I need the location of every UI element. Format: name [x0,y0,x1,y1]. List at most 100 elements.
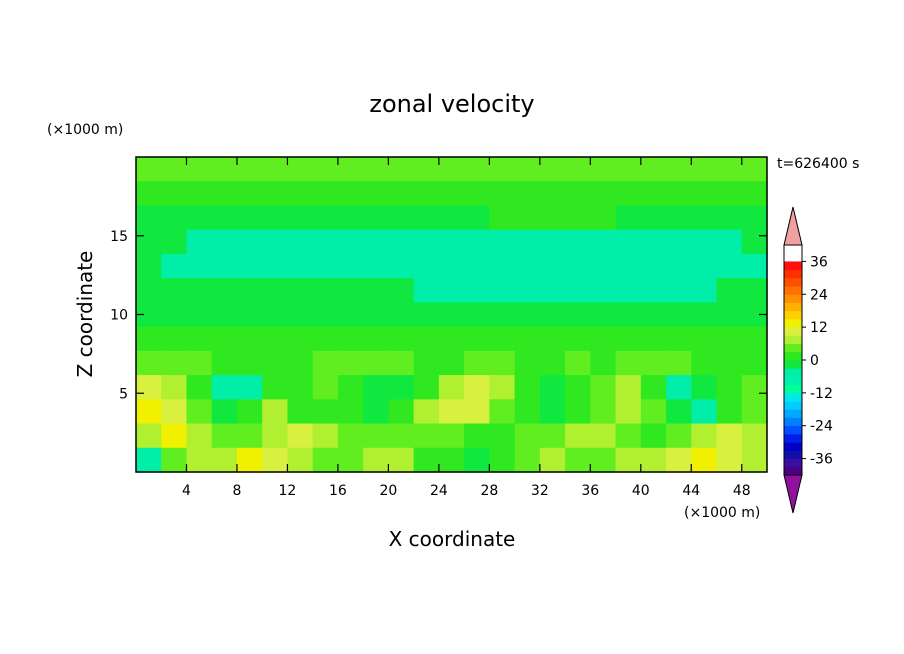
colorbar-swatch [784,294,802,303]
field-cell [565,350,591,376]
field-cell [161,278,188,303]
colorbar-swatch [784,261,802,271]
field-cell [716,205,743,231]
field-cell [438,157,465,182]
field-cell [489,278,516,303]
field-cell [161,253,188,279]
colorbar-swatch [784,302,802,312]
field-cell [539,205,566,231]
field-cell [438,350,465,376]
field-cell [514,181,541,207]
field-cell [590,423,617,449]
x-axis-ticks: 4 8 12 16 20 24 28 32 36 40 44 48 [182,157,751,499]
field-cell [337,278,364,303]
field-cell [666,278,692,303]
field-cell [363,326,389,352]
field-cell [590,326,617,352]
field-cell [741,205,768,231]
field-cell [691,229,718,255]
field-cell [312,399,339,425]
field-cell [136,375,162,400]
x-tick-label: 36 [581,483,599,499]
field-cell [262,350,289,376]
field-cell [287,157,314,182]
field-cell [741,350,768,376]
field-cell [262,205,289,231]
field-cell [413,229,440,255]
x-tick-label: 16 [329,483,347,499]
field-cell [741,375,768,400]
field-cell [640,157,667,182]
field-cell [666,399,692,425]
field-cell [464,375,490,400]
field-cell [590,447,617,473]
field-cell [337,447,364,473]
field-cell [716,181,743,207]
colorbar-swatch [784,318,802,328]
field-cell [388,205,415,231]
field-cell [640,350,667,376]
field-cell [363,375,389,400]
field-cell [413,157,440,182]
field-cell [514,253,541,279]
field-cell [590,399,617,425]
field-cell [186,399,213,425]
field-cell [337,205,364,231]
colorbar-swatch [784,376,802,386]
field-cell [236,205,263,231]
colorbar-swatch [784,335,802,344]
field-cell [363,229,389,255]
field-cell [716,326,743,352]
colorbar-swatch [784,409,802,418]
field-cell [236,229,263,255]
field-cell [666,350,692,376]
field-cell [186,181,213,207]
field-cell [388,447,415,473]
x-tick-label: 12 [279,483,297,499]
field-cell [539,423,566,449]
field-cell [741,181,768,207]
field-cell [236,181,263,207]
field-cell [211,278,238,303]
field-cell [388,181,415,207]
field-cell [287,447,314,473]
colorbar-tick-label: 12 [810,320,828,336]
field-cell [287,205,314,231]
y-tick-label: 15 [110,229,128,245]
field-cell [640,447,667,473]
field-cell [161,326,188,352]
field-cell [489,157,516,182]
field-cell [287,326,314,352]
field-cell [438,205,465,231]
field-cell [590,375,617,400]
field-cell [262,278,289,303]
field-cell [691,399,718,425]
field-cell [388,399,415,425]
y-unit-label: (×1000 m) [47,122,123,138]
field-cell [186,205,213,231]
field-cell [741,447,768,473]
x-tick-label: 8 [232,483,241,499]
field-cell [287,423,314,449]
field-cell [666,205,692,231]
field-cell [590,157,617,182]
field-cell [413,181,440,207]
x-tick-label: 32 [531,483,549,499]
field-cell [640,205,667,231]
field-cell [565,375,591,400]
x-tick-label: 40 [632,483,650,499]
field-cell [539,302,566,328]
field-cell [741,423,768,449]
field-cell [464,326,490,352]
field-cell [161,447,188,473]
field-cell [590,253,617,279]
field-cell [666,253,692,279]
field-cell [211,229,238,255]
field-cell [741,399,768,425]
field-cell [590,205,617,231]
colorbar-tick-label: 0 [810,353,819,369]
colorbar-swatch [784,450,802,459]
field-cell [236,326,263,352]
field-cell [312,350,339,376]
field-cell [514,375,541,400]
